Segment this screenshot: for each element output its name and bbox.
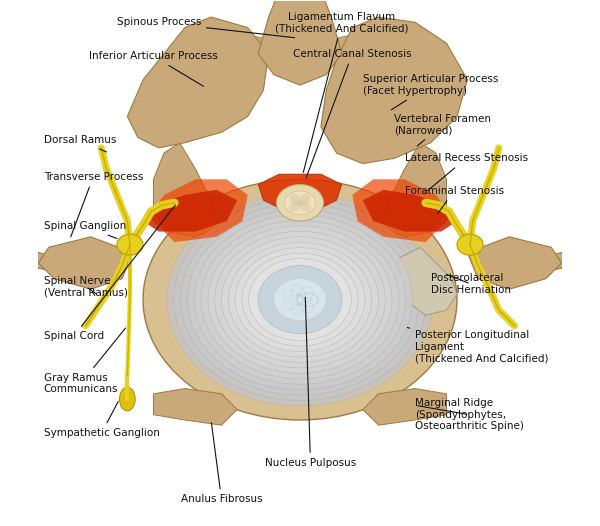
- Text: Spinal Ganglion: Spinal Ganglion: [44, 221, 126, 238]
- Ellipse shape: [160, 188, 440, 411]
- Ellipse shape: [188, 210, 412, 390]
- Polygon shape: [352, 179, 452, 242]
- Polygon shape: [467, 237, 562, 289]
- Polygon shape: [384, 143, 446, 237]
- Polygon shape: [143, 190, 237, 231]
- Ellipse shape: [299, 200, 310, 212]
- Ellipse shape: [457, 234, 483, 255]
- Ellipse shape: [181, 204, 419, 395]
- Ellipse shape: [242, 253, 358, 346]
- Text: Vertebral Foramen
(Narrowed): Vertebral Foramen (Narrowed): [394, 114, 491, 146]
- Text: Marginal Ridge
(Spondylophytes,
Osteoarthritic Spine): Marginal Ridge (Spondylophytes, Osteoart…: [415, 398, 524, 431]
- Polygon shape: [363, 389, 446, 425]
- Polygon shape: [326, 33, 415, 85]
- Ellipse shape: [235, 248, 365, 351]
- Text: Posterolateral
Disc Herniation: Posterolateral Disc Herniation: [431, 273, 511, 295]
- Text: Spinal Cord: Spinal Cord: [44, 205, 175, 341]
- Text: Lateral Recess Stenosis: Lateral Recess Stenosis: [404, 154, 528, 190]
- Polygon shape: [494, 252, 572, 284]
- Text: Central Canal Stenosis: Central Canal Stenosis: [293, 49, 412, 178]
- Polygon shape: [148, 179, 248, 242]
- Ellipse shape: [201, 220, 399, 379]
- Ellipse shape: [215, 231, 385, 368]
- Text: Anulus Fibrosus: Anulus Fibrosus: [181, 423, 262, 504]
- Text: Nucleus Pulposus: Nucleus Pulposus: [265, 297, 356, 468]
- Ellipse shape: [277, 185, 323, 221]
- Polygon shape: [394, 247, 457, 315]
- Ellipse shape: [143, 179, 457, 420]
- Ellipse shape: [221, 237, 379, 362]
- Polygon shape: [28, 252, 106, 284]
- Polygon shape: [258, 174, 342, 211]
- Text: Posterior Longitudinal
Ligament
(Thickened And Calcified): Posterior Longitudinal Ligament (Thicken…: [407, 328, 548, 363]
- Polygon shape: [258, 0, 342, 85]
- Ellipse shape: [258, 266, 342, 333]
- Ellipse shape: [290, 194, 301, 205]
- Ellipse shape: [167, 194, 433, 406]
- Text: Sympathetic Ganglion: Sympathetic Ganglion: [44, 401, 160, 438]
- Text: Spinal Nerve
(Ventral Ramus): Spinal Nerve (Ventral Ramus): [44, 276, 128, 297]
- Ellipse shape: [154, 183, 446, 417]
- Polygon shape: [321, 17, 467, 164]
- Polygon shape: [38, 237, 133, 289]
- Ellipse shape: [208, 226, 392, 373]
- Polygon shape: [154, 389, 237, 425]
- Ellipse shape: [284, 191, 316, 215]
- Text: Gray Ramus
Communicans: Gray Ramus Communicans: [44, 328, 125, 394]
- Ellipse shape: [194, 215, 406, 384]
- Ellipse shape: [174, 199, 426, 400]
- Text: Transverse Process: Transverse Process: [44, 171, 143, 237]
- Polygon shape: [185, 33, 274, 85]
- Text: Ligamentum Flavum
(Thickened And Calcified): Ligamentum Flavum (Thickened And Calcifi…: [275, 12, 409, 173]
- Polygon shape: [127, 17, 269, 148]
- Ellipse shape: [229, 242, 371, 357]
- Ellipse shape: [299, 194, 310, 205]
- Text: Inferior Articular Process: Inferior Articular Process: [89, 52, 218, 86]
- Ellipse shape: [274, 279, 326, 320]
- Text: Superior Articular Process
(Facet Hypertrophy): Superior Articular Process (Facet Hypert…: [363, 74, 498, 110]
- Text: Spinous Process: Spinous Process: [116, 17, 295, 38]
- Ellipse shape: [117, 234, 143, 255]
- Text: Foraminal Stenosis: Foraminal Stenosis: [404, 186, 504, 214]
- Polygon shape: [363, 190, 457, 231]
- Polygon shape: [154, 143, 216, 237]
- Text: Dorsal Ramus: Dorsal Ramus: [44, 135, 116, 152]
- Ellipse shape: [119, 387, 135, 411]
- Ellipse shape: [290, 200, 301, 212]
- Ellipse shape: [249, 259, 351, 341]
